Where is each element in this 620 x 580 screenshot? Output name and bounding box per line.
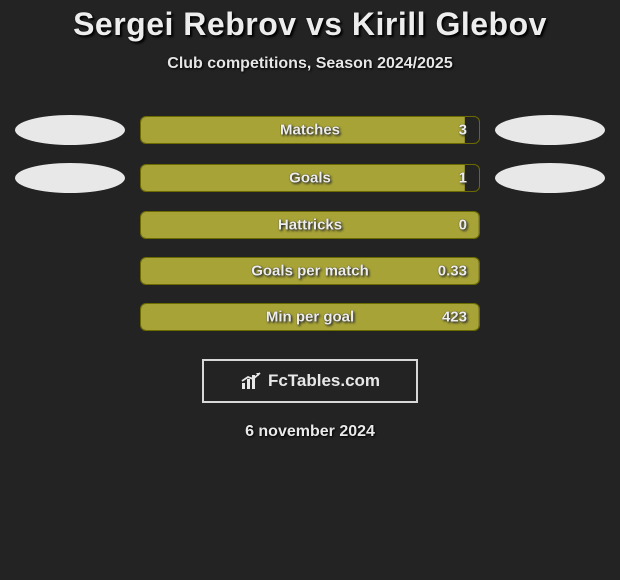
- footer-date: 6 november 2024: [0, 423, 620, 441]
- stat-row: Min per goal 423: [0, 303, 620, 331]
- right-ellipse: [495, 163, 605, 193]
- stat-rows: Matches 3 Goals 1: [0, 115, 620, 331]
- stat-bar-goals: Goals 1: [140, 164, 480, 192]
- bar-label: Goals: [289, 170, 331, 187]
- bar-label: Hattricks: [278, 217, 342, 234]
- bar-label: Goals per match: [251, 263, 369, 280]
- bar-label: Min per goal: [266, 309, 354, 326]
- left-slot: [0, 115, 140, 145]
- stat-bar-matches: Matches 3: [140, 116, 480, 144]
- stat-bar-gpm: Goals per match 0.33: [140, 257, 480, 285]
- right-slot: [480, 163, 620, 193]
- bar-value: 3: [459, 122, 467, 139]
- subtitle: Club competitions, Season 2024/2025: [0, 55, 620, 73]
- stat-bar-mpg: Min per goal 423: [140, 303, 480, 331]
- right-ellipse: [495, 115, 605, 145]
- right-slot: [480, 115, 620, 145]
- left-slot: [0, 163, 140, 193]
- bar-value: 423: [442, 309, 467, 326]
- page-title: Sergei Rebrov vs Kirill Glebov: [0, 6, 620, 43]
- chart-icon: [240, 371, 262, 391]
- bar-label: Matches: [280, 122, 340, 139]
- left-ellipse: [15, 163, 125, 193]
- bar-value: 1: [459, 170, 467, 187]
- footer-logo[interactable]: FcTables.com: [202, 359, 418, 403]
- stat-bar-hattricks: Hattricks 0: [140, 211, 480, 239]
- logo-text: FcTables.com: [268, 371, 380, 391]
- bar-value: 0.33: [438, 263, 467, 280]
- stat-row: Goals 1: [0, 163, 620, 193]
- left-ellipse: [15, 115, 125, 145]
- bar-value: 0: [459, 217, 467, 234]
- stat-row: Hattricks 0: [0, 211, 620, 239]
- stat-row: Matches 3: [0, 115, 620, 145]
- container: Sergei Rebrov vs Kirill Glebov Club comp…: [0, 0, 620, 441]
- stat-row: Goals per match 0.33: [0, 257, 620, 285]
